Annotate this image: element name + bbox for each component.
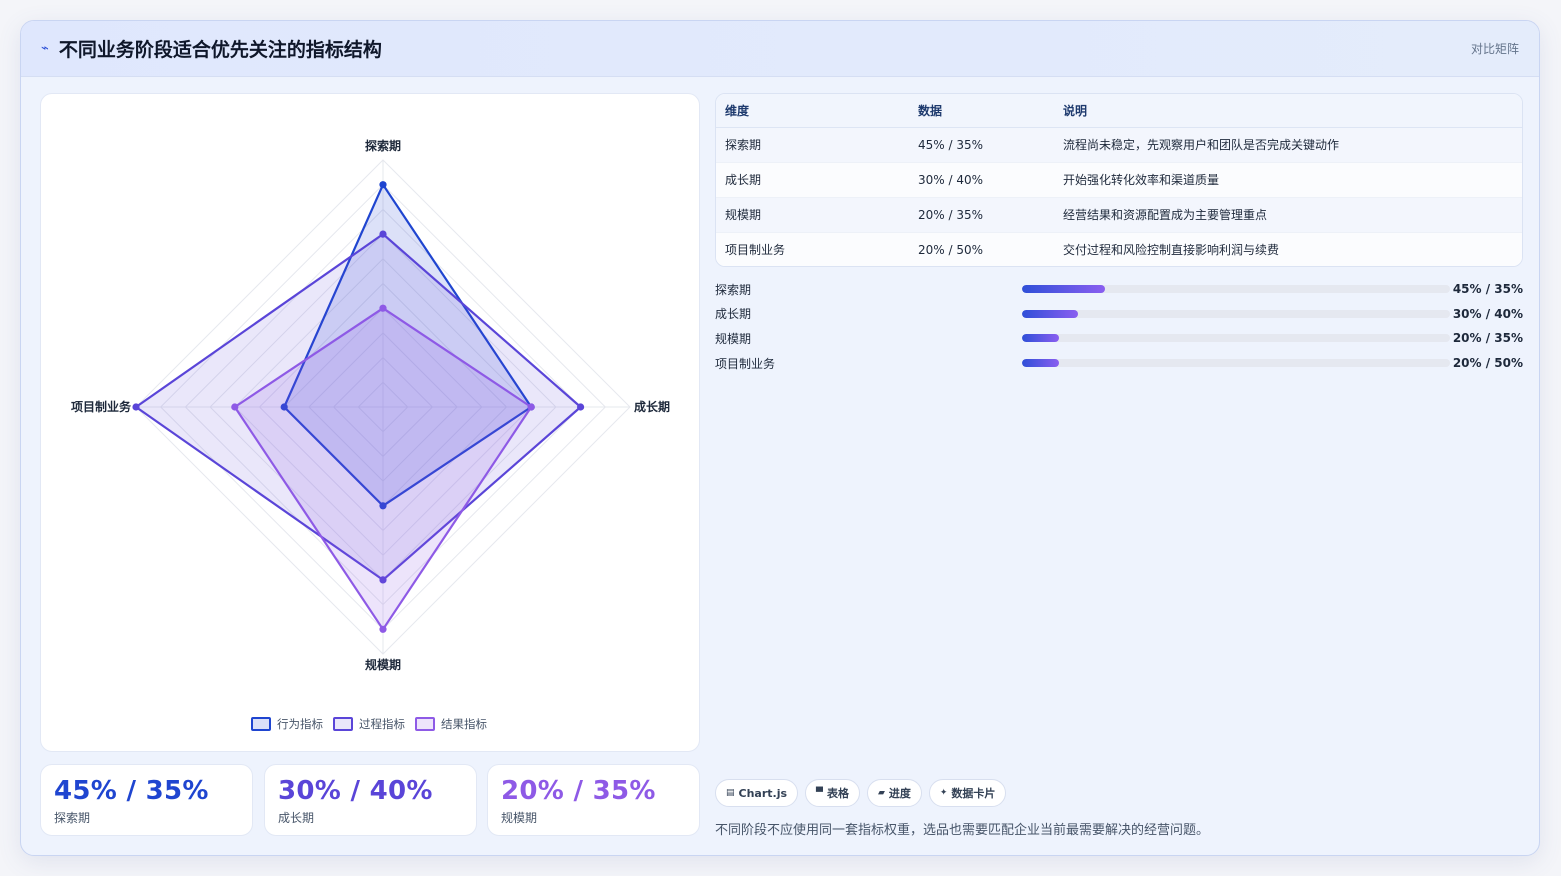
table-header-cell: 数据: [909, 94, 1054, 128]
table-cell: 20% / 35%: [909, 197, 1054, 233]
progress-track: [1022, 285, 1450, 294]
table-header-row: 维度 数据 说明: [716, 94, 1522, 128]
radar-axis-label: 探索期: [365, 138, 401, 153]
progress-fill: [1022, 359, 1060, 368]
tag-table[interactable]: ▀ 表格: [805, 779, 860, 807]
radar-series-3-point: [379, 304, 387, 312]
stat-value: 20% / 35%: [501, 776, 656, 806]
table-row: 项目制业务 20% / 50% 交付过程和风险控制直接影响利润与续费: [716, 232, 1522, 266]
tag-label: Chart.js: [738, 786, 788, 800]
progress-track: [1022, 359, 1450, 368]
progress-value: 30% / 40%: [1452, 306, 1523, 321]
table-cell: 成长期: [716, 162, 909, 198]
progress-value: 45% / 35%: [1452, 282, 1523, 297]
radar-chart-card: 探索期成长期规模期 项目制业务行为指标 过程指标 结果指标: [40, 93, 700, 752]
table-cell: 探索期: [716, 127, 909, 163]
progress-track: [1022, 309, 1450, 318]
dashboard-window: ⌁ 不同业务阶段适合优先关注的指标结构 对比矩阵 探索期 成长期 规模期 项目制业务行…: [20, 20, 1540, 856]
table-cell: 规模期: [716, 197, 909, 233]
trend-line-icon: ⌁: [41, 41, 49, 56]
radar-series-1-point: [379, 181, 387, 189]
progress-fill: [1022, 334, 1060, 343]
table-header-cell: 说明: [1054, 94, 1522, 128]
page-title: 不同业务阶段适合优先关注的指标结构: [58, 39, 382, 61]
progress-label: 规模期: [715, 331, 752, 346]
tag-data-card[interactable]: ✦ 数据卡片: [928, 779, 1007, 807]
progress-track: [1022, 334, 1450, 343]
header-title-group: ⌁ 不同业务阶段适合优先关注的指标结构: [41, 35, 382, 62]
legend-swatch: [251, 717, 271, 731]
radar-axis-label: 项目制业务: [71, 399, 132, 414]
radar-series-3-point: [379, 625, 387, 633]
stat-card-scale: 20% / 35% 规模期: [487, 764, 700, 836]
table-cell: 开始强化转化效率和渠道质量: [1054, 162, 1522, 198]
table-cell: 30% / 40%: [909, 162, 1054, 198]
stat-label: 探索期: [54, 811, 91, 825]
table-icon: ▀: [816, 788, 823, 798]
legend-label: 过程指标: [359, 717, 405, 731]
tag-list: ▤ Chart.js ▀ 表格 ▰ 进度 ✦ 数据卡片: [715, 779, 1007, 807]
tag-label: 表格: [826, 787, 849, 800]
radar-series-1-point: [379, 502, 387, 510]
progress-value: 20% / 35%: [1452, 331, 1523, 346]
comparison-table-card: 维度 数据 说明 探索期 45% / 35% 流程尚未稳定，先观察用户和团队是否…: [715, 93, 1523, 267]
tag-progress[interactable]: ▰ 进度: [866, 779, 922, 807]
radar-axis-label: 成长期: [634, 399, 670, 414]
radar-series-2-point: [379, 230, 387, 238]
tag-chartjs[interactable]: ▤ Chart.js: [715, 779, 799, 807]
progress-list: 探索期 45% / 35% 成长期 30% / 40% 规模期 20% / 35…: [715, 277, 1523, 375]
progress-row: 成长期 30% / 40%: [715, 302, 1523, 327]
stat-value: 45% / 35%: [54, 776, 209, 806]
progress-fill: [1022, 285, 1106, 294]
radar-series-3-point: [527, 403, 535, 411]
stat-card-growth: 30% / 40% 成长期: [264, 764, 477, 836]
progress-label: 成长期: [715, 307, 752, 322]
radar-series-3-point: [231, 403, 239, 411]
table-row: 探索期 45% / 35% 流程尚未稳定，先观察用户和团队是否完成关键动作: [716, 127, 1522, 163]
radar-series-2-point: [379, 576, 387, 584]
radar-series-2-point: [132, 403, 140, 411]
table-cell: 项目制业务: [716, 232, 909, 266]
stat-card-explore: 45% / 35% 探索期: [40, 764, 253, 836]
stat-label: 成长期: [278, 811, 315, 825]
table-cell: 流程尚未稳定，先观察用户和团队是否完成关键动作: [1054, 127, 1522, 163]
stat-label: 规模期: [501, 811, 538, 825]
progress-row: 探索期 45% / 35%: [715, 277, 1523, 302]
progress-label: 项目制业务: [715, 356, 776, 371]
table-cell: 20% / 50%: [909, 232, 1054, 266]
footnote: 不同阶段不应使用同一套指标权重，选品也需要匹配企业当前最需要解决的经营问题。: [715, 823, 1210, 838]
legend-label: 行为指标: [277, 717, 323, 731]
tag-label: 进度: [888, 787, 911, 800]
comparison-table: 维度 数据 说明 探索期 45% / 35% 流程尚未稳定，先观察用户和团队是否…: [716, 94, 1522, 266]
table-header-cell: 维度: [716, 94, 909, 128]
stat-value: 30% / 40%: [278, 776, 433, 806]
table-row: 成长期 30% / 40% 开始强化转化效率和渠道质量: [716, 162, 1522, 198]
radar-series-1-point: [280, 403, 288, 411]
legend-label: 结果指标: [441, 717, 487, 731]
progress-row: 规模期 20% / 35%: [715, 326, 1523, 351]
tag-label: 数据卡片: [951, 787, 996, 800]
progress-fill: [1022, 309, 1078, 318]
progress-label: 探索期: [715, 282, 752, 297]
table-cell: 45% / 35%: [909, 127, 1054, 163]
radar-axis-label: 规模期: [365, 657, 401, 672]
chart-icon: ▤: [726, 788, 735, 798]
table-cell: 经营结果和资源配置成为主要管理重点: [1054, 197, 1522, 233]
progress-value: 20% / 50%: [1452, 356, 1523, 371]
sparkle-icon: ✦: [939, 788, 948, 798]
header-bar: ⌁ 不同业务阶段适合优先关注的指标结构 对比矩阵: [21, 21, 1539, 77]
progress-icon: ▰: [877, 788, 885, 798]
legend-swatch: [333, 717, 353, 731]
progress-row: 项目制业务 20% / 50%: [715, 351, 1523, 376]
compare-matrix-link[interactable]: 对比矩阵: [1470, 42, 1519, 56]
radar-series-2-point: [577, 403, 585, 411]
table-cell: 交付过程和风险控制直接影响利润与续费: [1054, 232, 1522, 266]
legend-swatch: [415, 717, 435, 731]
table-row: 规模期 20% / 35% 经营结果和资源配置成为主要管理重点: [716, 197, 1522, 233]
